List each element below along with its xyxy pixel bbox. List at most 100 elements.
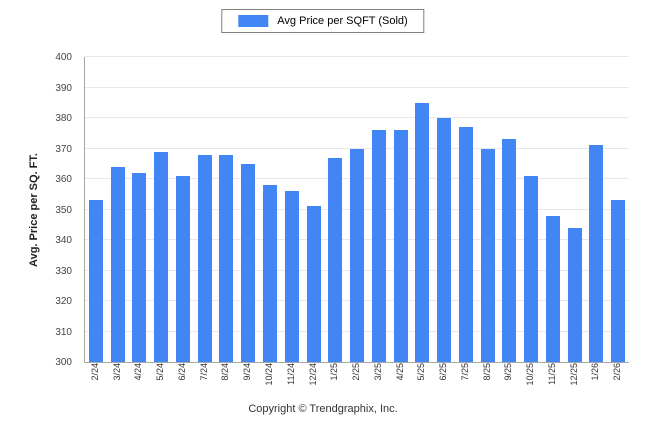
bar <box>415 102 430 362</box>
bar-slot <box>281 57 303 362</box>
x-tick-slot: 11/25 <box>541 363 563 407</box>
y-tick-label: 300 <box>55 357 72 368</box>
gridline <box>85 86 629 88</box>
bar <box>175 175 190 362</box>
y-tick-label: 330 <box>55 265 72 277</box>
x-tick-label: 1/25 <box>329 363 340 381</box>
x-tick-label: 8/25 <box>481 363 492 381</box>
gridline <box>85 56 629 57</box>
bar-slot <box>194 57 216 362</box>
x-tick-slot: 2/26 <box>606 363 628 407</box>
y-tick-label: 310 <box>55 326 72 338</box>
x-tick-slot: 8/25 <box>476 363 498 407</box>
bar <box>110 166 125 362</box>
bar <box>241 163 256 362</box>
x-tick-label: 8/24 <box>220 363 231 381</box>
x-tick-slot: 1/25 <box>323 363 345 407</box>
bar <box>524 175 539 362</box>
x-tick-slot: 2/24 <box>84 363 106 407</box>
x-tick-label: 5/24 <box>155 363 166 381</box>
x-tick-slot: 12/25 <box>563 363 585 407</box>
bar-slot <box>520 57 542 362</box>
x-tick-slot: 9/25 <box>498 363 520 407</box>
bar-slot <box>150 57 172 362</box>
bar-slot <box>411 57 433 362</box>
legend: Avg Price per SQFT (Sold) <box>221 9 425 33</box>
x-tick-slot: 5/25 <box>410 363 432 407</box>
bar <box>480 148 495 362</box>
legend-swatch <box>238 15 269 27</box>
x-tick-label: 4/24 <box>133 363 144 381</box>
x-tick-slot: 3/24 <box>106 363 128 407</box>
x-tick-slot: 7/25 <box>454 363 476 407</box>
y-tick-label: 370 <box>55 143 72 155</box>
bar <box>371 130 386 362</box>
bar-slot <box>85 57 107 362</box>
x-tick-label: 9/24 <box>242 363 253 381</box>
legend-label: Avg Price per SQFT (Sold) <box>277 15 408 27</box>
x-tick-label: 3/24 <box>111 363 122 381</box>
bar <box>567 227 582 362</box>
bar-slot <box>390 57 412 362</box>
y-tick-label: 320 <box>55 296 72 307</box>
bar <box>350 148 365 362</box>
bar-slot <box>542 57 564 362</box>
x-tick-slot: 8/24 <box>215 363 237 407</box>
x-tick-label: 6/24 <box>176 363 187 381</box>
bar-slot <box>172 57 194 362</box>
bar-slot <box>107 57 129 362</box>
bar-slot <box>455 57 477 362</box>
x-tick-label: 4/25 <box>394 363 405 381</box>
bar <box>306 206 321 362</box>
gridline <box>85 147 629 149</box>
bar-slot <box>499 57 521 362</box>
bar-slot <box>433 57 455 362</box>
bar <box>197 154 212 362</box>
x-tick-label: 5/25 <box>416 363 427 381</box>
x-tick-slot: 4/25 <box>389 363 411 407</box>
x-tick-slot: 9/24 <box>236 363 258 407</box>
bar <box>589 145 604 362</box>
x-tick-label: 1/26 <box>590 363 601 381</box>
bars-layer <box>85 57 629 362</box>
plot-area <box>84 56 629 363</box>
y-tick-label: 360 <box>55 174 72 185</box>
x-tick-label: 6/25 <box>438 363 449 381</box>
x-tick-slot: 6/25 <box>432 363 454 407</box>
y-tick-label: 350 <box>55 204 72 216</box>
bar <box>545 215 560 362</box>
bar-slot <box>368 57 390 362</box>
x-tick-slot: 1/26 <box>585 363 607 407</box>
y-tick-label: 400 <box>55 52 72 63</box>
y-tick-label: 340 <box>55 235 72 246</box>
bar <box>502 139 517 362</box>
bar-slot <box>586 57 608 362</box>
x-tick-slot: 5/24 <box>149 363 171 407</box>
x-tick-slot: 10/25 <box>519 363 541 407</box>
y-tick-label: 380 <box>55 113 72 124</box>
x-tick-slot: 11/24 <box>280 363 302 407</box>
x-tick-label: 10/24 <box>264 363 274 386</box>
bar <box>611 200 626 362</box>
bar-slot <box>259 57 281 362</box>
bar <box>88 200 103 362</box>
bar <box>458 127 473 362</box>
x-tick-label: 11/25 <box>546 363 557 385</box>
bar-slot <box>303 57 325 362</box>
x-tick-slot: 2/25 <box>345 363 367 407</box>
x-tick-slot: 4/24 <box>128 363 150 407</box>
x-tick-label: 12/25 <box>568 363 579 386</box>
bar-slot <box>564 57 586 362</box>
bar-slot <box>346 57 368 362</box>
bar <box>437 118 452 362</box>
x-tick-label: 2/26 <box>612 363 623 381</box>
bar <box>154 151 169 362</box>
y-tick-label: 390 <box>55 82 72 94</box>
x-tick-slot: 6/24 <box>171 363 193 407</box>
x-tick-label: 12/24 <box>307 363 318 386</box>
x-tick-label: 10/25 <box>525 363 536 386</box>
bar-slot <box>477 57 499 362</box>
bar <box>393 130 408 362</box>
bar-slot <box>324 57 346 362</box>
